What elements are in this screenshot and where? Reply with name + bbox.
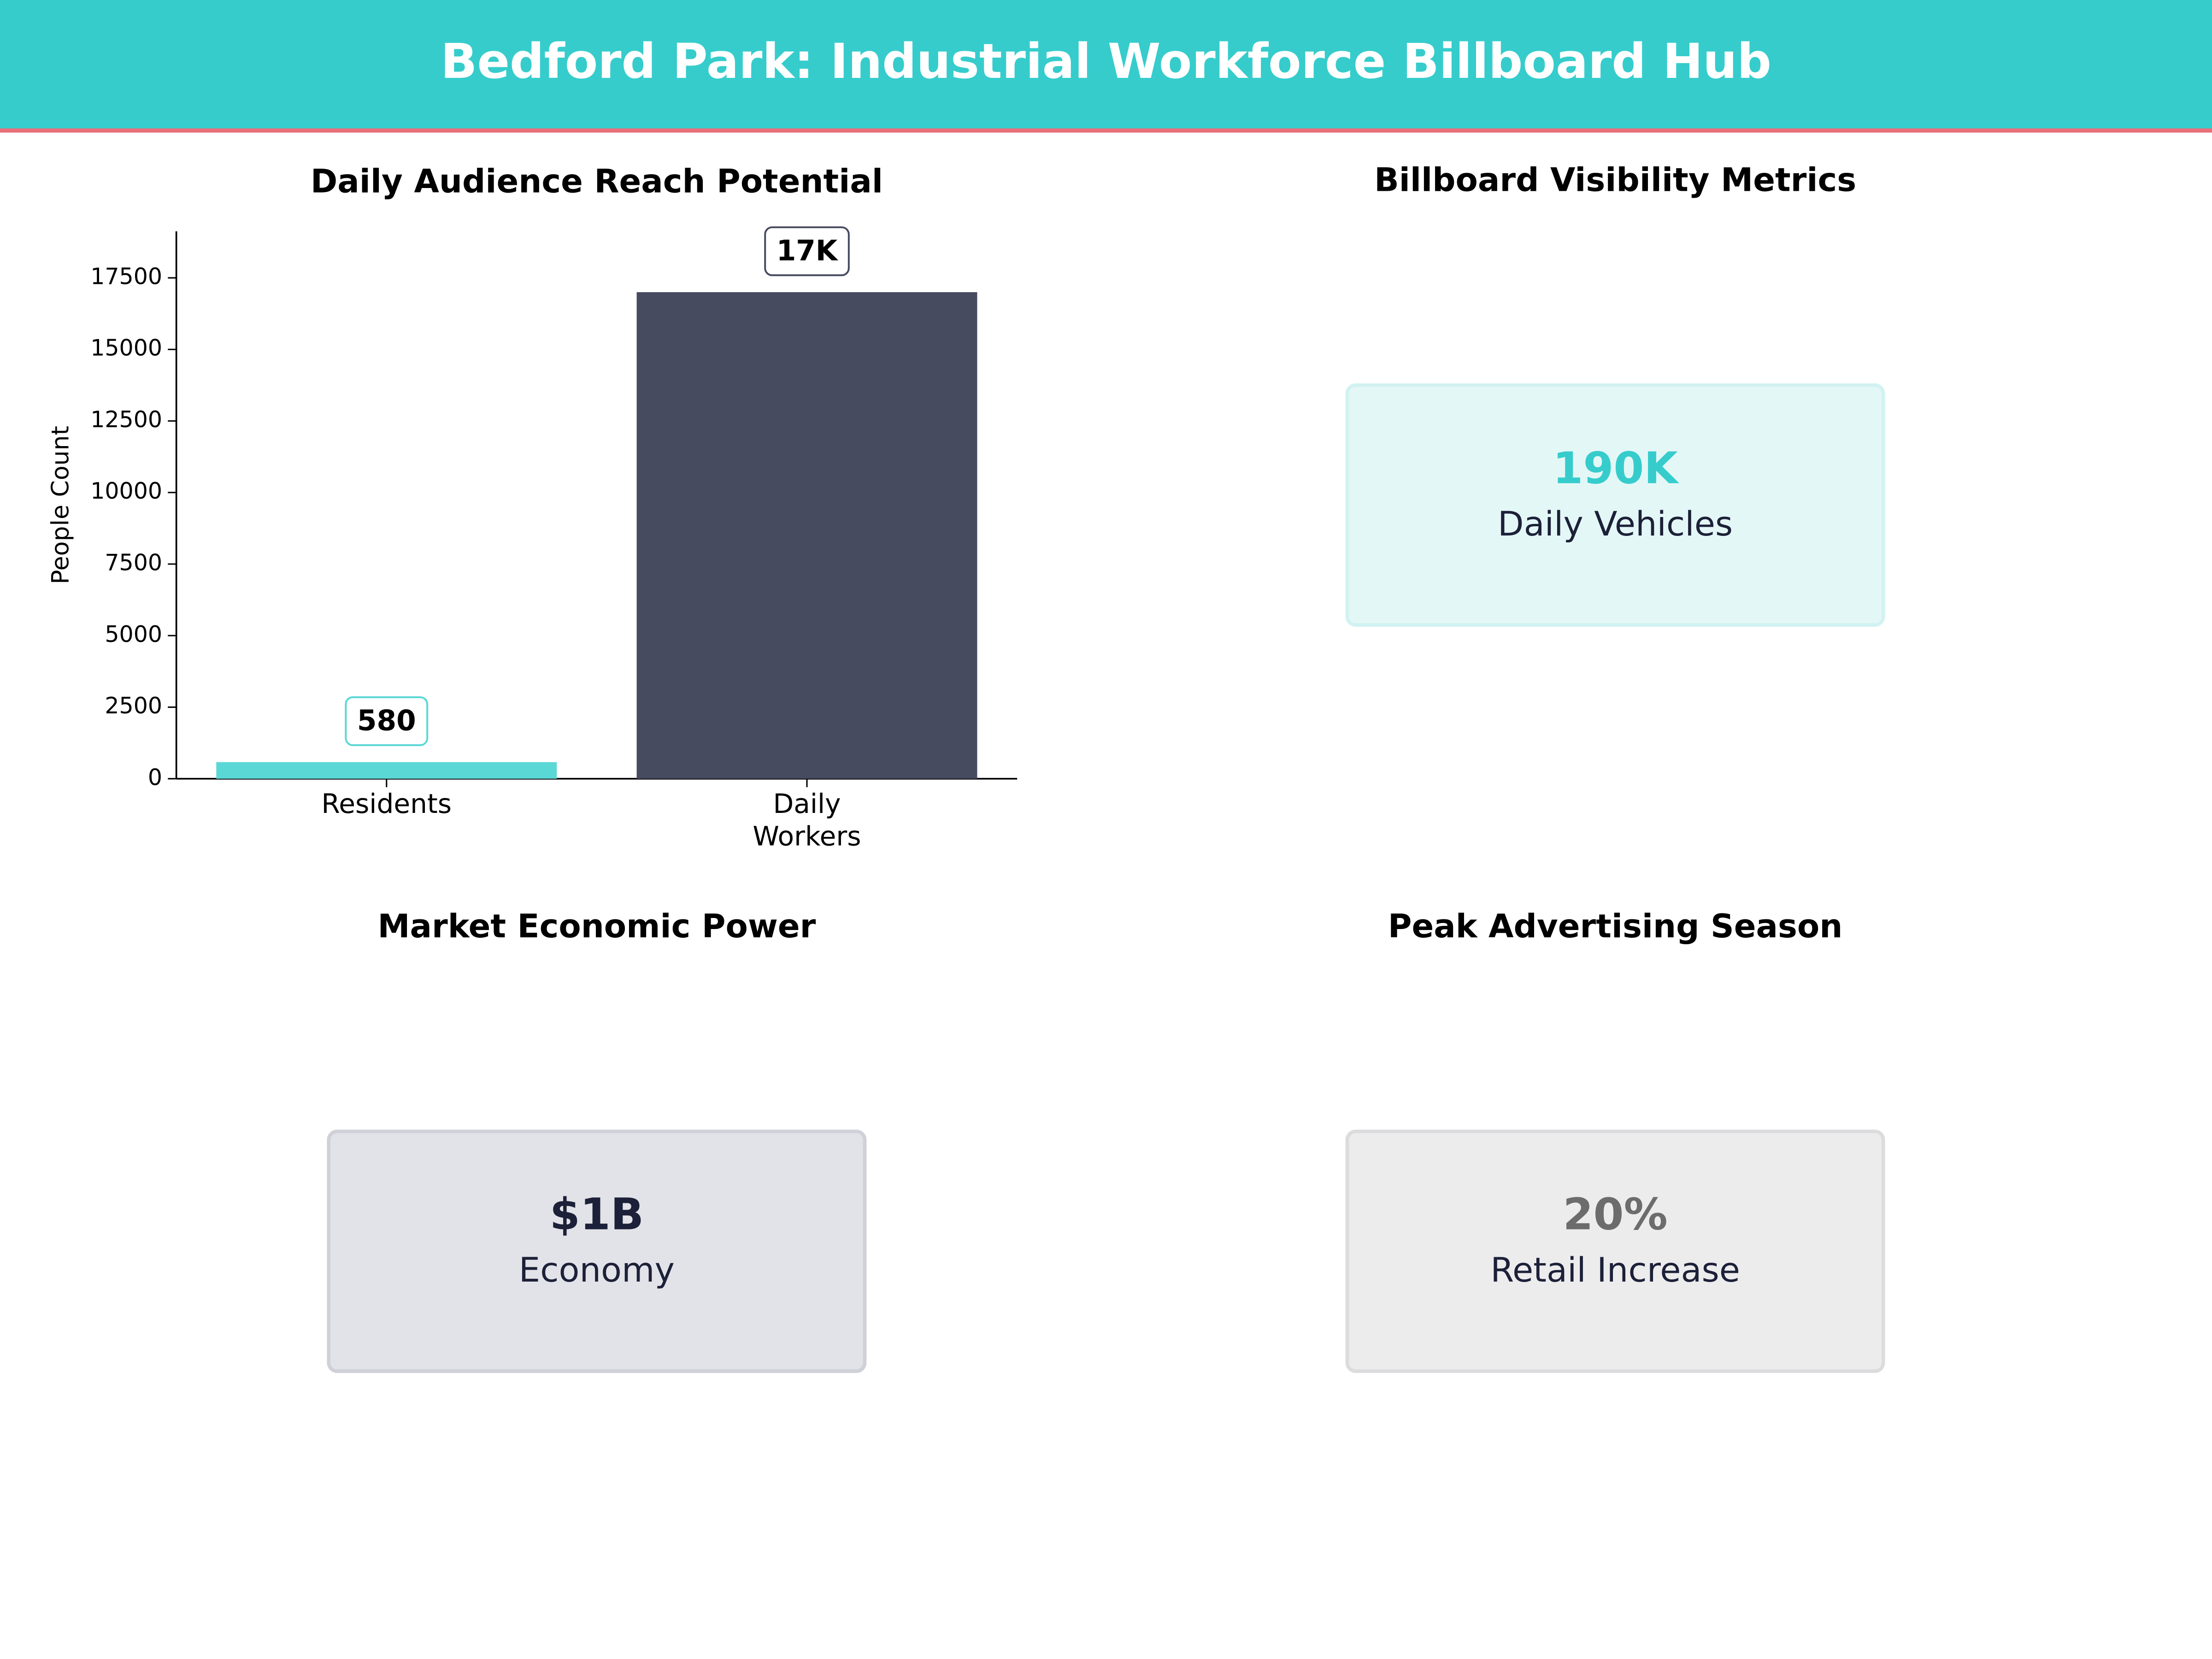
kpi-label: Daily Vehicles — [1498, 505, 1733, 544]
y-tick-label: 12500 — [90, 406, 162, 433]
kpi-card — [1345, 1130, 1885, 1373]
header-bar — [0, 0, 2212, 130]
kpi-card — [327, 1130, 867, 1373]
kpi-value: 190K — [1553, 443, 1679, 494]
page-title: Bedford Park: Industrial Workforce Billb… — [441, 33, 1771, 89]
y-tick-label: 5000 — [105, 621, 162, 647]
value-label: 580 — [357, 705, 416, 737]
kpi-label: Economy — [519, 1251, 675, 1290]
bar — [216, 762, 557, 779]
card-section-title: Market Economic Power — [377, 907, 816, 945]
value-label-box — [345, 696, 429, 747]
y-axis-label: People Count — [47, 426, 75, 584]
y-tick-label: 0 — [148, 764, 162, 790]
card-section-title: Peak Advertising Season — [1388, 907, 1842, 945]
y-tick-label: 15000 — [90, 335, 162, 361]
x-tick-label: Residents — [321, 788, 452, 819]
x-tick-label: Daily Workers — [753, 788, 861, 852]
y-tick-label: 2500 — [105, 693, 162, 719]
y-tick-label: 7500 — [105, 550, 162, 576]
y-tick-label: 10000 — [90, 478, 162, 504]
value-label: 17K — [777, 235, 839, 267]
kpi-label: Retail Increase — [1490, 1251, 1740, 1290]
kpi-card — [1345, 383, 1885, 627]
kpi-value: $1B — [550, 1189, 644, 1240]
header-rule — [0, 128, 2212, 133]
value-label-box — [764, 226, 850, 276]
y-tick-label: 17500 — [90, 263, 162, 289]
bar — [636, 292, 977, 779]
card-section-title: Billboard Visibility Metrics — [1374, 161, 1856, 199]
chart-title: Daily Audience Reach Potential — [311, 162, 883, 200]
kpi-value: 20% — [1563, 1189, 1668, 1240]
